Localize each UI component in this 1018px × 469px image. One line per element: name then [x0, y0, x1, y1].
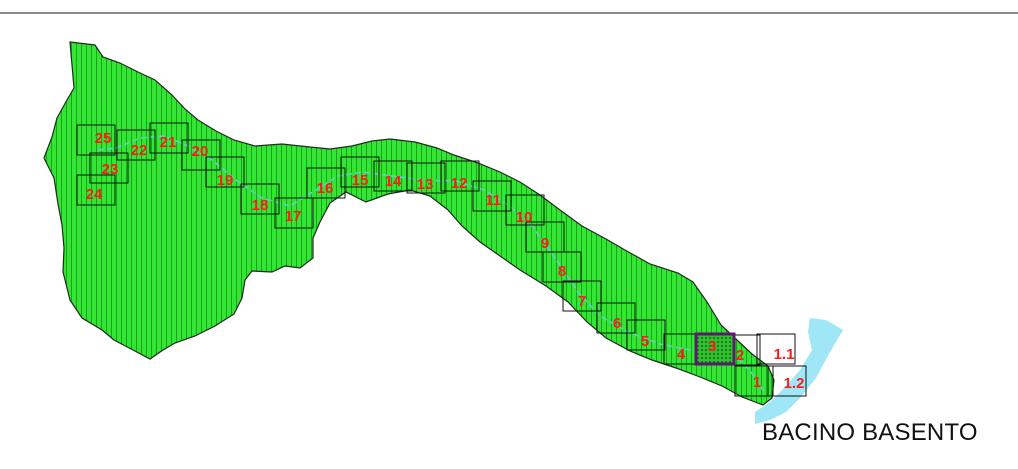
tile-label-4: 4	[677, 346, 686, 363]
basin-title: BACINO BASENTO	[762, 419, 978, 446]
tile-label-1-1: 1.1	[774, 346, 795, 363]
tile-1.1[interactable]	[756, 333, 796, 365]
tile-label-17: 17	[285, 208, 302, 225]
tile-label-6: 6	[613, 315, 621, 332]
tile-1.2[interactable]	[767, 365, 807, 397]
tile-13[interactable]	[406, 162, 446, 194]
tile-labels: 25 23 24 22 21 20 19 18 17 16 15 14 13 1…	[86, 130, 805, 392]
tile-label-11: 11	[485, 192, 501, 209]
tile-14[interactable]	[373, 160, 413, 192]
tile-grid	[76, 122, 807, 397]
tile-label-13: 13	[417, 176, 434, 193]
tile-10[interactable]	[505, 194, 545, 226]
tile-17[interactable]	[274, 197, 314, 229]
tile-label-23: 23	[102, 161, 119, 178]
tile-label-21: 21	[160, 134, 177, 151]
tile-label-9: 9	[541, 235, 549, 252]
tile-label-16: 16	[317, 180, 334, 197]
tile-label-22: 22	[131, 142, 148, 159]
tile-8[interactable]	[542, 251, 582, 283]
tile-label-24: 24	[86, 186, 103, 203]
tile-6[interactable]	[596, 302, 636, 334]
tile-1[interactable]	[734, 365, 774, 397]
tile-label-25: 25	[95, 130, 112, 147]
tile-19[interactable]	[205, 156, 245, 188]
tile-18[interactable]	[240, 183, 280, 215]
tile-label-7: 7	[578, 293, 586, 310]
tile-12[interactable]	[440, 160, 480, 192]
tile-label-14: 14	[385, 173, 402, 190]
tile-23[interactable]	[89, 152, 129, 184]
tile-21[interactable]	[149, 122, 189, 154]
tile-11[interactable]	[472, 180, 512, 212]
tile-label-12: 12	[451, 175, 468, 192]
tile-15[interactable]	[340, 156, 380, 188]
tile-22[interactable]	[116, 129, 156, 161]
tile-label-15: 15	[352, 172, 369, 189]
tile-label-18: 18	[252, 197, 269, 214]
tile-5[interactable]	[626, 319, 666, 351]
tile-25[interactable]	[76, 124, 116, 156]
tile-label-8: 8	[558, 263, 566, 280]
river-line	[97, 135, 765, 393]
tile-label-2: 2	[736, 347, 744, 364]
basin-area	[43, 41, 775, 406]
tile-label-19: 19	[217, 172, 234, 189]
tile-label-20: 20	[192, 143, 209, 160]
tile-label-10: 10	[516, 209, 533, 226]
tile-20[interactable]	[181, 139, 221, 171]
sea-area	[755, 318, 843, 424]
tile-label-5: 5	[641, 333, 649, 350]
tile-label-3: 3	[708, 338, 716, 355]
tile-label-1-2: 1.2	[784, 375, 805, 392]
tile-7[interactable]	[562, 280, 602, 312]
tile-24[interactable]	[76, 174, 116, 206]
tile-16[interactable]	[306, 167, 346, 199]
tile-label-1: 1	[753, 374, 761, 391]
top-divider-line	[0, 12, 1018, 14]
selected-tile-3[interactable]	[694, 332, 736, 366]
